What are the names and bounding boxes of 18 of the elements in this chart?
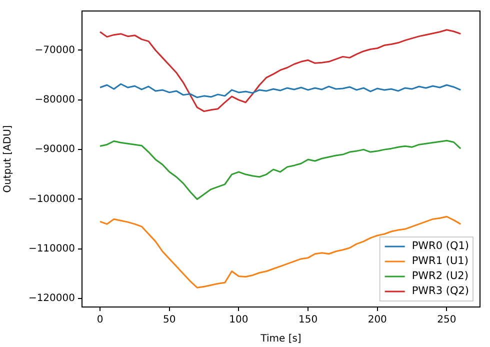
x-axis-title: Time [s]: [260, 334, 302, 345]
y-tick-label: −90000: [34, 144, 75, 156]
y-axis-title: Output [ADU]: [2, 125, 14, 193]
x-tick-label: 0: [96, 314, 104, 326]
x-tick-label: 50: [163, 314, 176, 326]
x-tick-label: 200: [368, 314, 387, 326]
x-tick-label: 250: [437, 314, 456, 326]
x-tick-label: 100: [229, 314, 248, 326]
x-tick-label: 150: [298, 314, 318, 326]
legend-label: PWR1 (U1): [412, 255, 468, 268]
y-tick-label: −70000: [34, 44, 75, 56]
legend-label: PWR2 (U2): [412, 270, 468, 282]
y-tick-label: −80000: [34, 94, 75, 106]
y-tick-label: −120000: [28, 293, 75, 304]
y-tick-label: −110000: [28, 243, 75, 254]
legend-label: PWR0 (Q1): [412, 240, 470, 252]
legend-label: PWR3 (Q2): [412, 285, 470, 298]
y-tick-label: −100000: [28, 194, 75, 205]
